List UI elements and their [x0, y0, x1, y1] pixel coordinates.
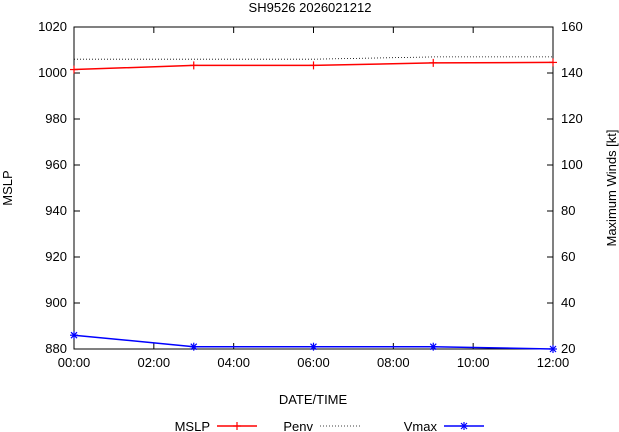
y-tick-label: 960 [45, 157, 67, 172]
data-point-mslp [189, 61, 198, 70]
y2-tick-label: 120 [561, 111, 583, 126]
y-tick-label: 920 [45, 249, 67, 264]
y2-axis-title: Maximum Winds [kt] [604, 129, 619, 246]
data-point-mslp [70, 65, 78, 74]
series-layer [70, 56, 557, 353]
legend: MSLP Penv Vmax [175, 419, 484, 432]
x-tick-label: 02:00 [138, 355, 171, 370]
chart-title: SH9526 2026021212 [249, 0, 372, 15]
x-tick-label: 08:00 [377, 355, 410, 370]
data-point-vmax [429, 342, 438, 351]
y2-tick-label: 60 [561, 249, 575, 264]
y-tick-label: 940 [45, 203, 67, 218]
x-axis-title: DATE/TIME [279, 392, 348, 407]
y2-tick-label: 20 [561, 341, 575, 356]
y2-tick-label: 100 [561, 157, 583, 172]
x-tick-label: 06:00 [297, 355, 330, 370]
data-point-vmax [189, 342, 198, 351]
y2-tick-label: 40 [561, 295, 575, 310]
legend-marker-mslp [233, 422, 241, 430]
data-point-mslp [429, 58, 438, 67]
data-point-mslp [549, 58, 557, 67]
left-axis: 880 900 920 940 960 980 1000 1020 [38, 19, 80, 356]
legend-label-mslp: MSLP [175, 419, 210, 432]
y-tick-label: 900 [45, 295, 67, 310]
y-tick-label: 1000 [38, 65, 67, 80]
x-tick-label: 12:00 [537, 355, 570, 370]
x-tick-label: 00:00 [58, 355, 91, 370]
plot-frame [73, 26, 554, 350]
y2-tick-label: 140 [561, 65, 583, 80]
x-tick-label: 04:00 [217, 355, 250, 370]
series-line-penv [74, 56, 553, 60]
legend-label-vmax: Vmax [404, 419, 438, 432]
data-point-vmax [309, 342, 318, 351]
data-point-vmax [549, 345, 557, 353]
right-axis: 20 40 60 80 100 120 140 160 [547, 19, 583, 356]
y-tick-label: 1020 [38, 19, 67, 34]
y2-tick-label: 80 [561, 203, 575, 218]
legend-marker-vmax [460, 422, 468, 430]
data-point-vmax [70, 331, 78, 340]
bottom-axis: 00:00 02:00 04:00 06:00 08:00 10:00 12:00 [58, 27, 570, 370]
y-tick-label: 880 [45, 341, 67, 356]
y-tick-label: 980 [45, 111, 67, 126]
y-axis-title: MSLP [0, 170, 15, 205]
x-tick-label: 10:00 [457, 355, 490, 370]
y2-tick-label: 160 [561, 19, 583, 34]
legend-label-penv: Penv [283, 419, 313, 432]
data-point-mslp [309, 61, 318, 70]
